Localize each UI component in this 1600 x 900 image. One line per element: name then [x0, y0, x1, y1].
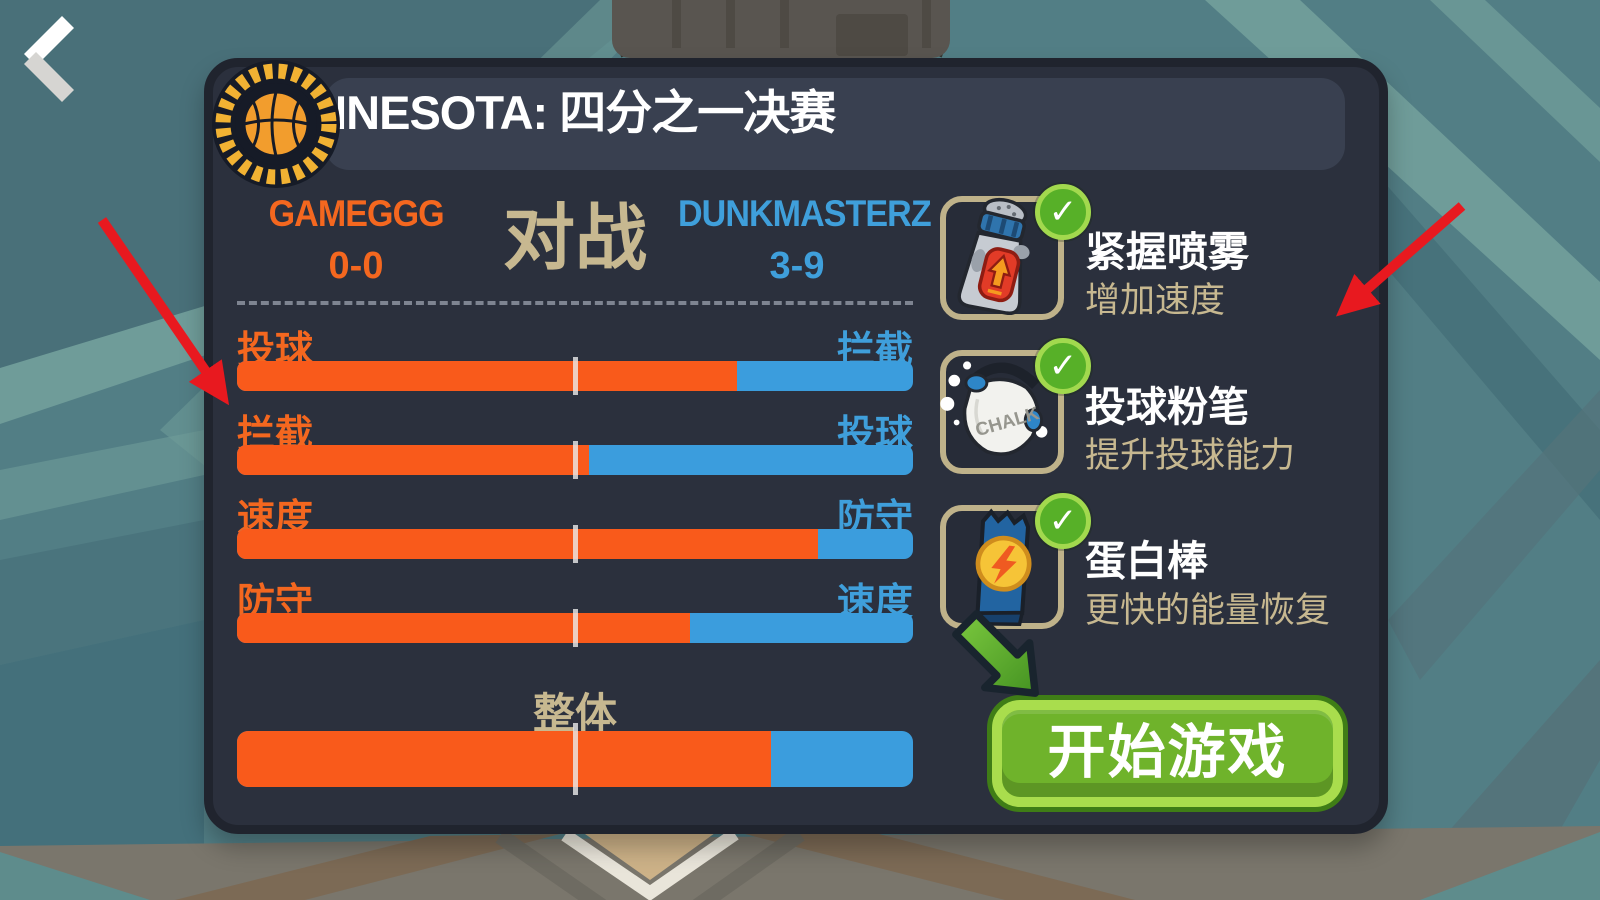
away-team: DUNKMASTERZ 3-9	[667, 193, 932, 288]
away-team-record: 3-9	[769, 245, 825, 287]
boost-name: 紧握喷雾	[1085, 229, 1249, 275]
home-bar-fill	[237, 731, 772, 787]
annotation-arrow-left	[97, 217, 230, 406]
stat-right-label: 速度	[836, 582, 913, 624]
basketball-medal-icon	[212, 60, 340, 188]
grip-spray-icon	[957, 197, 1030, 316]
home-bar-fill	[237, 445, 589, 475]
boost-name: 投球粉笔	[1085, 384, 1249, 430]
home-team-record: 0-0	[328, 245, 384, 287]
page-title: MINNESOTA: 四分之一决赛	[263, 86, 836, 139]
stat-right-label: 拦截	[836, 330, 913, 372]
stat-row-speed: 速度 防守	[237, 487, 913, 563]
bar-midpoint-tick	[573, 609, 578, 647]
divider	[237, 301, 913, 305]
tutorial-green-arrow-icon	[952, 610, 1039, 697]
stat-row-blocking: 拦截 投球	[237, 403, 913, 479]
check-icon: ✓	[1035, 184, 1091, 240]
stat-right-label: 投球	[836, 414, 913, 456]
title-bar	[325, 78, 1345, 170]
home-bar-fill	[237, 361, 738, 391]
stat-left-label: 速度	[237, 498, 314, 540]
bar-midpoint-tick	[573, 525, 578, 563]
overall-bar	[237, 731, 913, 787]
shot-chalk-icon: CHALK	[940, 361, 1048, 456]
versus-label: 对战	[502, 199, 647, 279]
stat-row-defense: 防守 速度	[237, 571, 913, 647]
check-icon: ✓	[1035, 493, 1091, 549]
bar-midpoint-tick	[573, 441, 578, 479]
boost-effect: 提升投球能力	[1085, 436, 1296, 475]
start-game-button[interactable]: 开始游戏	[992, 700, 1343, 807]
annotation-arrow-right	[1335, 202, 1466, 317]
boost-name: 蛋白棒	[1085, 538, 1208, 584]
bar-midpoint-tick	[573, 723, 578, 795]
boost-effect: 增加速度	[1085, 281, 1226, 320]
away-team-name: DUNKMASTERZ	[677, 193, 932, 234]
home-team-name: GAMEGGG	[268, 193, 444, 234]
stat-right-label: 防守	[836, 498, 913, 540]
home-team: GAMEGGG 0-0	[226, 193, 486, 288]
home-bar-fill	[237, 529, 819, 559]
check-icon: ✓	[1035, 338, 1091, 394]
back-button[interactable]	[16, 14, 80, 104]
stat-row-overall	[237, 723, 913, 795]
back-chevron-icon	[23, 15, 75, 103]
boost-effect: 更快的能量恢复	[1085, 591, 1331, 630]
scoreboard	[612, 0, 950, 58]
matchup-panel: MINNESOTA: 四分之一决赛 GAMEGGG 0-0 对战 DUNKMAS…	[204, 58, 1388, 834]
home-bar-fill	[237, 613, 690, 643]
stat-left-label: 防守	[237, 582, 314, 624]
stat-row-shooting: 投球 拦截	[237, 319, 913, 395]
bar-midpoint-tick	[573, 357, 578, 395]
